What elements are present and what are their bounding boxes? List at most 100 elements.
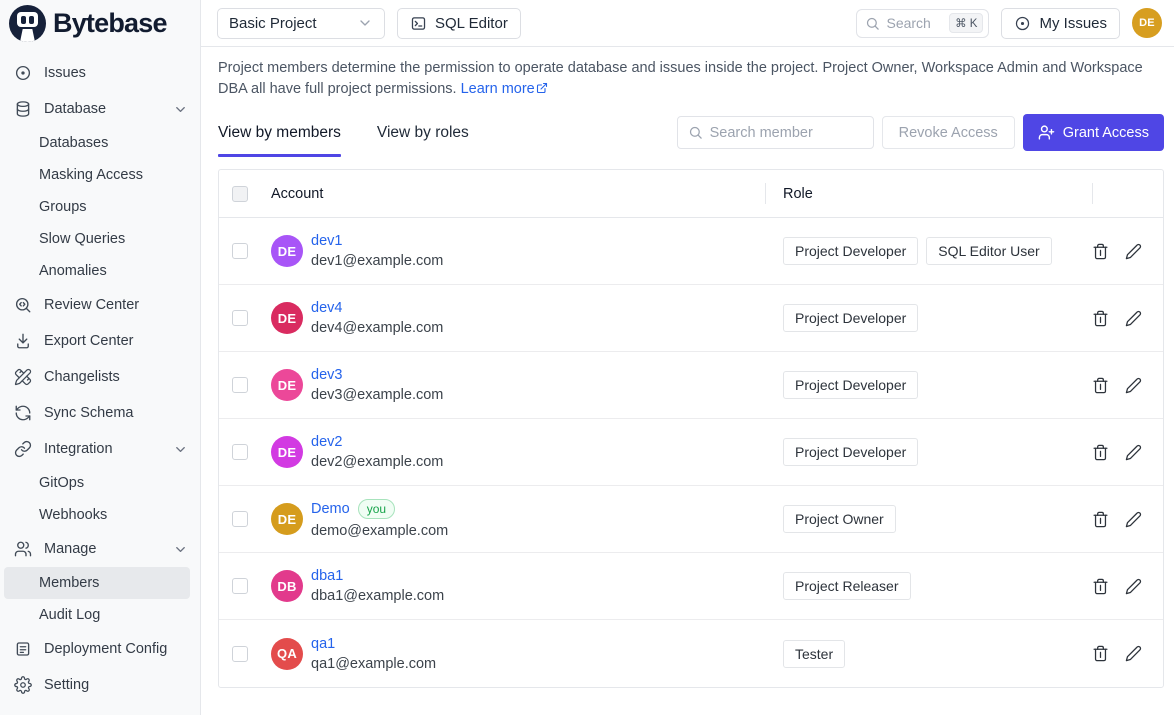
- edit-member-button[interactable]: [1125, 578, 1142, 595]
- member-avatar: DE: [271, 369, 303, 401]
- sidebar-item-webhooks[interactable]: Webhooks: [0, 499, 200, 531]
- bytebase-logo[interactable]: Bytebase: [0, 0, 200, 47]
- search-shortcut-badge: ⌘ K: [949, 13, 984, 33]
- search-icon: [688, 125, 703, 140]
- member-avatar: DE: [271, 302, 303, 334]
- edit-member-button[interactable]: [1125, 511, 1142, 528]
- trash-icon: [1093, 243, 1108, 259]
- edit-member-button[interactable]: [1125, 444, 1142, 461]
- sidebar-item-issues[interactable]: Issues: [0, 55, 200, 91]
- select-all-checkbox[interactable]: [232, 185, 248, 202]
- sidebar-item-label: Export Center: [44, 333, 134, 349]
- sidebar-nav: Issues Database Databases Masking Access: [0, 47, 200, 715]
- member-name-link[interactable]: dba1: [311, 568, 344, 584]
- trash-icon: [1093, 511, 1108, 527]
- sidebar-item-audit-log[interactable]: Audit Log: [0, 599, 200, 631]
- member-name-link[interactable]: dev4: [311, 300, 343, 316]
- user-avatar[interactable]: DE: [1132, 8, 1162, 38]
- sidebar-item-label: Webhooks: [39, 507, 108, 523]
- delete-member-button[interactable]: [1092, 243, 1109, 260]
- row-checkbox[interactable]: [232, 511, 248, 527]
- sidebar-item-setting[interactable]: Setting: [0, 667, 200, 703]
- row-checkbox[interactable]: [232, 645, 248, 662]
- sidebar-item-changelists[interactable]: Changelists: [0, 359, 200, 395]
- member-name-link[interactable]: qa1: [311, 635, 336, 652]
- sidebar-item-members[interactable]: Members: [4, 567, 190, 599]
- role-badges: Project Releaser: [765, 572, 1092, 600]
- pencil-icon: [1125, 243, 1142, 259]
- learn-more-link[interactable]: Learn more: [461, 81, 548, 97]
- row-checkbox[interactable]: [232, 444, 248, 460]
- delete-member-button[interactable]: [1092, 645, 1109, 662]
- delete-member-button[interactable]: [1092, 377, 1109, 394]
- member-avatar: DE: [271, 503, 303, 535]
- edit-member-button[interactable]: [1125, 645, 1142, 662]
- member-name-link[interactable]: dev2: [311, 434, 343, 450]
- member-avatar: DE: [271, 436, 303, 468]
- search-member-placeholder: Search member: [709, 124, 813, 141]
- member-name-link[interactable]: dev1: [311, 233, 343, 249]
- review-center-icon: [14, 296, 32, 314]
- project-select[interactable]: Basic Project: [217, 7, 385, 39]
- delete-member-button[interactable]: [1092, 310, 1109, 327]
- edit-member-button[interactable]: [1125, 310, 1142, 327]
- sidebar-item-label: Manage: [44, 541, 97, 557]
- column-header-role: Role: [765, 170, 1092, 217]
- grant-access-button[interactable]: Grant Access: [1022, 114, 1164, 151]
- row-checkbox[interactable]: [232, 377, 248, 393]
- member-name-link[interactable]: dev3: [311, 367, 343, 383]
- sidebar-item-sync-schema[interactable]: Sync Schema: [0, 395, 200, 431]
- my-issues-button[interactable]: My Issues: [1001, 7, 1120, 39]
- role-badge: Project Developer: [783, 237, 919, 265]
- member-name-link[interactable]: Demo: [311, 501, 350, 517]
- row-checkbox[interactable]: [232, 578, 248, 594]
- chevron-down-icon: [357, 15, 373, 31]
- sync-schema-icon: [14, 404, 32, 422]
- edit-member-button[interactable]: [1125, 377, 1142, 394]
- revoke-access-button[interactable]: Revoke Access: [881, 116, 1015, 149]
- sidebar-item-review-center[interactable]: Review Center: [0, 287, 200, 323]
- sidebar-item-databases[interactable]: Databases: [0, 127, 200, 159]
- row-checkbox[interactable]: [232, 243, 248, 259]
- deployment-config-icon: [14, 640, 32, 658]
- sidebar-item-integration[interactable]: Integration: [0, 431, 200, 467]
- sidebar-item-export-center[interactable]: Export Center: [0, 323, 200, 359]
- table-row: QA qa1 qa1@example.com Tester: [219, 620, 1163, 687]
- sidebar-item-label: Review Center: [44, 297, 140, 313]
- members-table: Account Role DE dev1: [218, 169, 1164, 688]
- member-email: dba1@example.com: [311, 588, 445, 604]
- sidebar-item-anomalies[interactable]: Anomalies: [0, 255, 200, 287]
- sidebar-item-deployment-config[interactable]: Deployment Config: [0, 631, 200, 667]
- sidebar-item-manage[interactable]: Manage: [0, 531, 200, 567]
- delete-member-button[interactable]: [1092, 511, 1109, 528]
- my-issues-label: My Issues: [1039, 14, 1107, 32]
- edit-member-button[interactable]: [1125, 243, 1142, 260]
- member-email: dev2@example.com: [311, 454, 444, 470]
- role-badge: Project Owner: [783, 505, 896, 533]
- sidebar-item-slow-queries[interactable]: Slow Queries: [0, 223, 200, 255]
- sql-editor-button[interactable]: SQL Editor: [397, 7, 521, 39]
- row-checkbox[interactable]: [232, 310, 248, 326]
- changelists-icon: [14, 368, 32, 386]
- delete-member-button[interactable]: [1092, 578, 1109, 595]
- table-body: DE dev1 dev1@example.com Project Develop: [219, 218, 1163, 687]
- search-member-input[interactable]: Search member: [676, 116, 874, 149]
- tab-view-by-members[interactable]: View by members: [218, 116, 341, 157]
- chevron-down-icon: [173, 102, 188, 117]
- column-header-actions: [1092, 170, 1163, 217]
- role-badge: Project Developer: [783, 371, 919, 399]
- database-icon: [14, 100, 32, 118]
- search-input[interactable]: Search ⌘ K: [856, 8, 990, 38]
- sidebar-item-database[interactable]: Database: [0, 91, 200, 127]
- sidebar-item-gitops[interactable]: GitOps: [0, 467, 200, 499]
- sidebar-item-groups[interactable]: Groups: [0, 191, 200, 223]
- tab-view-by-roles[interactable]: View by roles: [376, 124, 469, 141]
- role-badges: Project Developer: [765, 438, 1092, 466]
- delete-member-button[interactable]: [1092, 444, 1109, 461]
- role-badges: Project Developer: [765, 304, 1092, 332]
- sidebar-item-label: Members: [39, 575, 100, 591]
- integration-icon: [14, 440, 32, 458]
- table-header: Account Role: [219, 170, 1163, 218]
- sidebar-item-masking-access[interactable]: Masking Access: [0, 159, 200, 191]
